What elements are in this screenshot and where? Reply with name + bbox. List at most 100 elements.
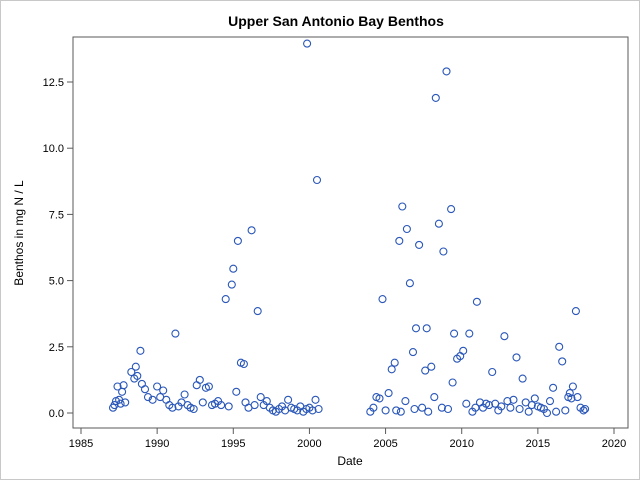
x-axis: 1985 1990 1995 2000 2005 2010 2015 2020 [69, 428, 626, 450]
data-point [221, 295, 230, 304]
data-point [131, 362, 140, 371]
data-point [515, 404, 524, 414]
data-point [127, 367, 136, 377]
data-point [462, 399, 471, 408]
data-point [381, 406, 390, 415]
x-tick-label: 1990 [145, 438, 169, 450]
data-point [410, 404, 419, 414]
data-point [136, 346, 145, 355]
data-point [233, 236, 242, 245]
chart-title: Upper San Antonio Bay Benthos [228, 13, 444, 29]
data-point [387, 365, 396, 374]
data-point [395, 236, 404, 245]
data-point [229, 264, 238, 273]
data-point [247, 226, 256, 235]
y-tick-label: 7.5 [49, 209, 64, 221]
data-point [561, 406, 570, 415]
data-point [314, 404, 323, 414]
data-point [530, 394, 539, 403]
data-point [447, 205, 456, 214]
data-point [232, 387, 241, 396]
data-point [555, 342, 564, 351]
data-point [465, 329, 474, 338]
data-point [579, 406, 588, 415]
data-point [303, 39, 312, 48]
data-point [262, 397, 271, 406]
data-point [503, 397, 512, 406]
data-point [189, 404, 198, 414]
x-tick-label: 2010 [449, 438, 473, 450]
data-point [427, 362, 436, 371]
data-point [405, 279, 414, 288]
plot-frame [72, 36, 629, 429]
data-point [133, 371, 142, 380]
data-point [527, 401, 536, 410]
data-point [421, 366, 430, 375]
x-tick-label: 2020 [602, 438, 626, 450]
y-axis-label: Benthos in mg N / L [12, 180, 26, 286]
data-point [148, 395, 157, 404]
data-point [448, 378, 457, 387]
data-point [118, 387, 127, 396]
y-axis: 0.0 2.5 5.0 7.5 10.0 12.5 [43, 77, 73, 420]
data-point [430, 393, 439, 402]
x-axis-label: Date [337, 454, 363, 468]
y-tick-label: 12.5 [43, 77, 64, 89]
data-point [542, 408, 552, 418]
data-point [442, 67, 451, 76]
data-point [159, 386, 168, 395]
data-point [390, 358, 399, 367]
x-tick-label: 1995 [221, 438, 245, 450]
data-point [437, 403, 446, 412]
y-tick-label: 10.0 [43, 143, 64, 155]
data-point [224, 402, 233, 411]
data-point [113, 382, 122, 391]
data-point [143, 393, 153, 402]
data-point [256, 393, 265, 402]
x-tick-label: 2000 [297, 438, 321, 450]
data-point [565, 389, 574, 398]
data-point [568, 382, 577, 391]
data-point [121, 398, 130, 407]
data-point [392, 406, 401, 415]
data-point [431, 93, 440, 102]
data-point [284, 395, 293, 404]
data-point [398, 202, 407, 211]
x-tick-label: 2005 [373, 438, 397, 450]
data-point [401, 397, 410, 406]
data-points [108, 39, 590, 418]
data-point [418, 403, 427, 412]
data-point [180, 390, 189, 399]
data-point [168, 403, 177, 412]
data-point [239, 359, 248, 369]
data-point [312, 175, 322, 185]
data-point [204, 382, 213, 391]
data-point [415, 240, 424, 249]
data-point [488, 367, 497, 377]
data-point [573, 393, 582, 402]
x-tick-label: 2015 [526, 438, 550, 450]
data-point [439, 247, 448, 256]
data-point [571, 307, 580, 316]
data-point [558, 357, 567, 366]
data-point [110, 401, 119, 410]
data-point [497, 402, 506, 411]
data-point [217, 401, 226, 410]
data-point [311, 395, 320, 404]
data-point [171, 329, 180, 338]
data-point [549, 383, 558, 392]
data-point [443, 404, 453, 414]
y-tick-label: 5.0 [49, 276, 64, 288]
data-point [140, 385, 150, 394]
data-point [450, 329, 459, 338]
data-point [459, 346, 468, 355]
data-point [308, 406, 317, 415]
data-point [509, 395, 518, 404]
data-point [512, 353, 521, 362]
data-point [471, 403, 480, 412]
data-point [253, 307, 262, 316]
data-point [518, 374, 527, 383]
data-point [408, 348, 418, 357]
data-point [192, 381, 201, 390]
